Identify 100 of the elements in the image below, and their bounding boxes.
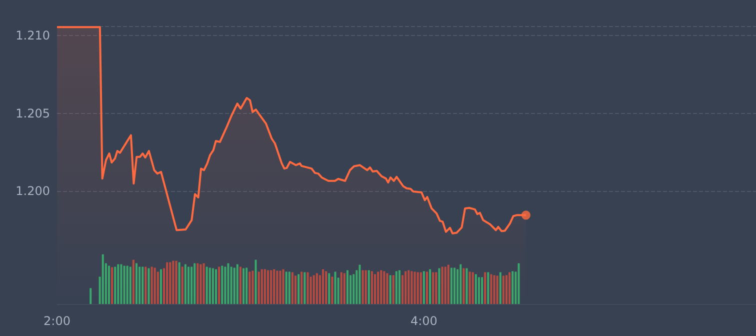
bar [206, 266, 208, 304]
bar [156, 272, 159, 304]
bar [377, 272, 380, 304]
bar [389, 275, 392, 304]
bar [380, 270, 382, 304]
bar [386, 273, 388, 304]
bar [490, 274, 492, 304]
bar [132, 260, 134, 304]
bar [328, 273, 330, 304]
bar [416, 272, 419, 304]
bar [260, 269, 263, 304]
bar [254, 260, 257, 304]
bar [468, 272, 471, 304]
bar [266, 270, 269, 304]
bar [144, 266, 147, 304]
bar [410, 271, 413, 304]
bar [343, 273, 346, 304]
x-tick-label: 2:00 [44, 314, 70, 328]
bar [438, 268, 440, 304]
bar [135, 263, 138, 304]
bar [304, 272, 306, 304]
bar [493, 275, 496, 304]
bar [181, 266, 184, 304]
bar [246, 268, 248, 304]
bar [505, 275, 508, 304]
x-tick-label: 4:00 [410, 314, 438, 328]
bar [472, 272, 474, 304]
bar [364, 270, 367, 304]
bar [496, 276, 498, 304]
bar [202, 263, 205, 304]
bar [264, 269, 266, 304]
bar [208, 268, 211, 304]
bar [221, 266, 224, 304]
bar [429, 269, 432, 304]
bar [200, 264, 202, 304]
bar [478, 277, 480, 304]
bar [325, 271, 328, 304]
bar [435, 272, 438, 304]
bar [169, 262, 172, 304]
bar [331, 276, 334, 304]
bar [282, 269, 284, 304]
bar [117, 264, 120, 304]
y-tick-label: 1.200 [16, 184, 50, 198]
bar [300, 272, 303, 304]
bar [460, 264, 462, 304]
bar [248, 272, 251, 304]
bar [370, 271, 373, 304]
bar [462, 268, 465, 304]
bar [224, 266, 226, 304]
bar [466, 268, 468, 304]
bar [444, 266, 446, 304]
bar [129, 266, 132, 304]
bar [150, 266, 153, 304]
bar [114, 266, 116, 304]
bar [408, 270, 410, 304]
bar [450, 268, 452, 304]
bar [160, 269, 162, 304]
bar [420, 272, 422, 304]
bar [422, 271, 425, 304]
bar [236, 264, 238, 304]
bar [138, 266, 141, 304]
bar [218, 266, 220, 304]
bar [120, 264, 122, 304]
bar [288, 272, 290, 304]
y-tick-label: 1.205 [16, 106, 50, 120]
bar [291, 272, 294, 304]
bar [215, 269, 218, 304]
bar [512, 271, 514, 304]
bar [508, 272, 511, 304]
bar [298, 274, 300, 304]
bar [190, 266, 193, 304]
bar [474, 274, 477, 304]
bar [426, 272, 428, 304]
bar [481, 277, 484, 304]
bar [484, 272, 486, 304]
bar [230, 266, 232, 304]
bar [368, 270, 370, 304]
bar [187, 266, 190, 304]
bar [294, 276, 297, 304]
bar [175, 260, 178, 304]
bar [312, 275, 315, 304]
bar [404, 271, 407, 304]
bar [142, 266, 144, 304]
bar [502, 276, 504, 304]
bar [358, 264, 361, 304]
bar [285, 272, 288, 304]
bar [398, 270, 400, 304]
bar [233, 268, 236, 304]
bar [414, 272, 416, 304]
bar [178, 262, 180, 304]
bar [316, 273, 318, 304]
bar [126, 266, 128, 304]
bar [227, 263, 230, 304]
bar [154, 268, 156, 304]
bar [194, 263, 196, 304]
bar [432, 272, 434, 304]
bar [258, 272, 260, 304]
bar [346, 270, 348, 304]
bar [273, 269, 276, 304]
bar [196, 263, 199, 304]
